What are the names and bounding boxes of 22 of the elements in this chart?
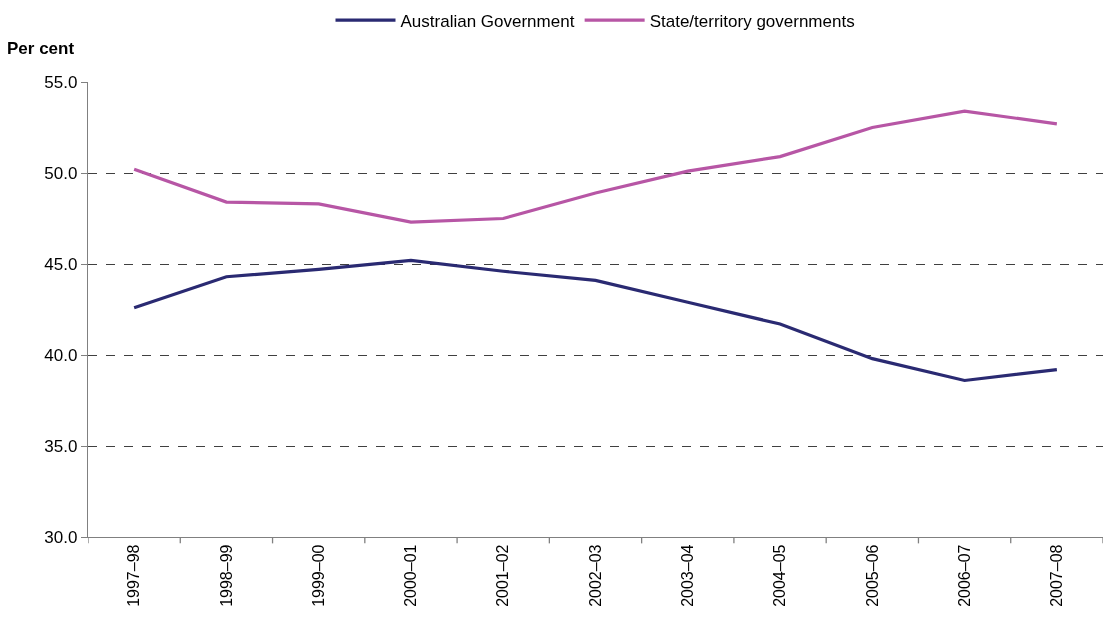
line-series (132, 109, 1059, 224)
y-tick-label: 45.0 (44, 254, 78, 274)
y-tick-label: 50.0 (44, 163, 78, 183)
x-tick-label: 1997–98 (125, 544, 143, 607)
x-tick-label: 1998–99 (217, 544, 235, 607)
y-tick-label: 35.0 (44, 436, 78, 456)
x-tick-label: 2004–05 (771, 544, 789, 607)
y-tick-label: 30.0 (44, 527, 78, 547)
x-tick-label: 2002–03 (586, 544, 604, 607)
x-tick-label: 2000–01 (402, 544, 420, 607)
y-axis-title: Per cent (7, 39, 75, 58)
x-tick-label: 1999–00 (309, 544, 327, 607)
line-series (132, 258, 1059, 383)
y-tick-label: 40.0 (44, 345, 78, 365)
x-tick-label: 2007–08 (1048, 544, 1066, 607)
x-tick-label: 2001–02 (494, 544, 512, 607)
x-tick-label: 2005–06 (863, 544, 881, 607)
legend-label: State/territory governments (649, 11, 855, 31)
x-tick-label: 2006–07 (955, 544, 973, 607)
y-tick-label: 55.0 (44, 72, 78, 92)
x-tick-label: 2003–04 (678, 544, 696, 607)
legend-label: Australian Government (400, 11, 575, 31)
